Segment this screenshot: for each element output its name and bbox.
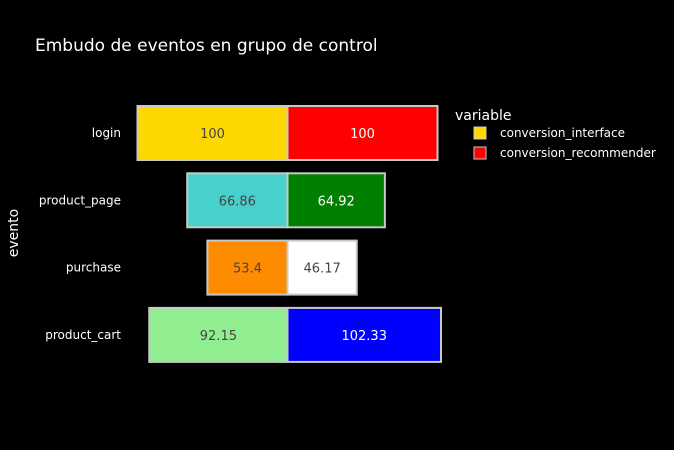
data-label-conversion_recommender-login: 100 <box>350 127 375 142</box>
legend-swatch-conversion_recommender <box>473 146 487 160</box>
legend-title: variable <box>455 108 511 124</box>
y-axis-title: evento <box>6 209 22 257</box>
data-label-conversion_recommender-product_page: 64.92 <box>318 194 355 209</box>
tick-label-product_page: product_page <box>39 193 121 207</box>
data-label-conversion_interface-product_page: 66.86 <box>219 194 256 209</box>
tick-label-product_cart: product_cart <box>45 328 121 342</box>
bar-conversion_recommender-product_page <box>286 172 386 229</box>
category-tick-labels: login product_page purchase product_cart <box>39 126 121 342</box>
data-label-conversion_interface-product_cart: 92.15 <box>200 329 237 344</box>
data-label-conversion_recommender-purchase: 46.17 <box>304 262 341 277</box>
bar-conversion_recommender-purchase <box>286 239 358 296</box>
chart-title: Embudo de eventos en grupo de control <box>35 36 378 56</box>
tick-label-purchase: purchase <box>66 261 121 275</box>
bar-conversion_interface-login <box>136 105 289 161</box>
tick-label-login: login <box>92 126 121 140</box>
data-label-conversion_recommender-product_cart: 102.33 <box>341 329 387 344</box>
bar-conversion_recommender-product_cart <box>286 306 442 363</box>
bar-conversion_interface-product_page <box>186 172 289 229</box>
funnel-data-labels: 100 100 66.86 64.92 53.4 46.17 92.15 102.33 <box>200 127 387 344</box>
bar-conversion_interface-purchase <box>206 239 289 296</box>
bar-conversion_recommender-login <box>286 105 439 161</box>
data-label-conversion_interface-login: 100 <box>200 127 225 142</box>
data-label-conversion_interface-purchase: 53.4 <box>233 262 262 277</box>
legend: variable conversion_interface conversion_… <box>455 108 656 160</box>
bar-conversion_interface-product_cart <box>148 306 289 363</box>
legend-swatch-conversion_interface <box>473 126 487 140</box>
legend-label-conversion_recommender: conversion_recommender <box>500 146 656 160</box>
funnel-bars <box>136 105 442 363</box>
legend-label-conversion_interface: conversion_interface <box>500 126 625 140</box>
